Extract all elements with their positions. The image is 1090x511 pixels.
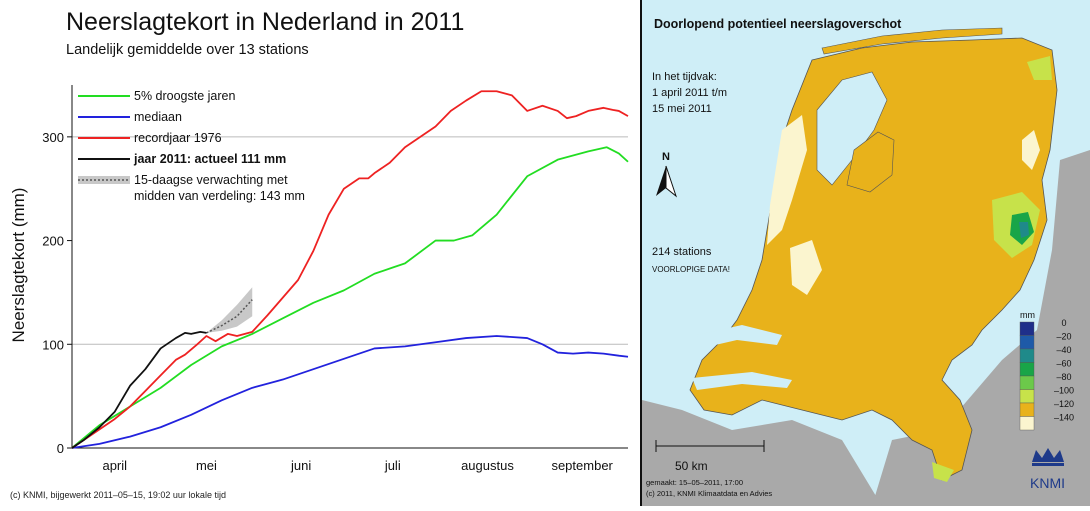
scale-label: 50 km <box>675 459 708 473</box>
map-made: gemaakt: 15–05–2011, 17:00 <box>646 478 743 487</box>
map-legend-swatch-5 <box>1019 389 1035 404</box>
map-legend-swatch-7 <box>1019 416 1035 431</box>
map-legend-swatch-4 <box>1019 375 1035 390</box>
map-period-2: 1 april 2011 t/m <box>652 87 727 99</box>
map-copyright: (c) 2011, KNMI Klimaatdata en Advies <box>646 489 772 498</box>
y-tick-label-200: 200 <box>42 234 64 249</box>
green-zone-east-peak <box>1019 222 1029 238</box>
map-legend-swatch-6 <box>1019 402 1035 417</box>
forecast-band <box>206 287 253 333</box>
map-period-1: In het tijdvak: <box>652 71 717 83</box>
month-label-september: september <box>551 458 613 473</box>
month-label-augustus: augustus <box>461 458 514 473</box>
legend-label-4: 15-daagse verwachting met <box>134 173 288 187</box>
green-zone-north <box>1027 56 1052 80</box>
series-line-2 <box>71 90 629 449</box>
month-label-april: april <box>102 458 127 473</box>
map-legend-swatch-3 <box>1019 362 1035 377</box>
north-label: N <box>662 151 670 163</box>
series-line-3 <box>71 330 207 449</box>
footer-note: (c) KNMI, bijgewerkt 2011–05–15, 19:02 u… <box>10 490 226 500</box>
y-axis-label: Neerslagtekort (mm) <box>9 188 28 343</box>
legend-label-2: recordjaar 1976 <box>134 131 222 145</box>
precipitation-map: Doorlopend potentieel neerslagoverschot … <box>642 17 1090 506</box>
ijsselmeer <box>816 71 888 186</box>
chart-subtitle: Landelijk gemiddelde over 13 stations <box>66 42 309 58</box>
drought-chart: Neerslagtekort in Nederland in 2011 Land… <box>9 8 629 473</box>
map-panel: Doorlopend potentieel neerslagoverschot … <box>640 0 1090 506</box>
y-tick-label-300: 300 <box>42 130 64 145</box>
green-zone-south <box>932 462 954 482</box>
pale-zone-south <box>790 240 822 295</box>
map-legend-label-3: –60 <box>1056 359 1071 369</box>
map-legend-label-6: –120 <box>1054 399 1074 409</box>
legend-label-1: mediaan <box>134 110 182 124</box>
knmi-logo: KNMI <box>1030 475 1065 491</box>
y-tick-label-100: 100 <box>42 337 64 352</box>
map-legend-label-5: –100 <box>1054 386 1074 396</box>
y-tick-label-0: 0 <box>57 441 64 456</box>
legend-label-0: 5% droogste jaren <box>134 89 236 103</box>
pale-zone-east <box>1022 130 1040 170</box>
series-line-1 <box>71 335 629 449</box>
map-legend-swatch-0 <box>1019 321 1035 336</box>
north-arrow-icon <box>656 165 678 198</box>
month-label-juli: juli <box>384 458 401 473</box>
map-period-3: 15 mei 2011 <box>652 103 712 115</box>
zeeland-water-2 <box>692 372 792 390</box>
wadden-islands <box>821 27 1003 55</box>
chart-panel: Neerslagtekort in Nederland in 2011 Land… <box>9 8 629 500</box>
zeeland-water <box>697 325 782 348</box>
map-legend-unit: mm <box>1020 310 1035 320</box>
map-legend: mm 0 –20 –40 –60 –80 –100 –120 –140 <box>1019 310 1074 431</box>
scale-bar <box>655 440 765 452</box>
legend-label-4-line2: midden van verdeling: 143 mm <box>134 189 305 203</box>
station-count: 214 stations <box>652 246 712 258</box>
map-legend-swatch-2 <box>1019 348 1035 363</box>
neighbour-land <box>872 150 1090 506</box>
belgium-land <box>642 400 882 506</box>
map-legend-label-1: –20 <box>1056 332 1071 342</box>
knmi-crown-icon <box>1032 448 1064 466</box>
month-label-juni: juni <box>290 458 311 473</box>
map-legend-label-4: –80 <box>1056 372 1071 382</box>
map-legend-label-0: 0 <box>1061 318 1066 328</box>
map-legend-swatch-1 <box>1019 335 1035 350</box>
chart-legend: 5% droogste jaren mediaan recordjaar 1976 j… <box>78 89 305 203</box>
map-legend-label-7: –140 <box>1054 413 1074 423</box>
preliminary-note: VOORLOPIGE DATA! <box>652 265 730 274</box>
flevoland <box>846 131 895 193</box>
coastal-dune-zone <box>767 115 807 245</box>
month-label-mei: mei <box>196 458 217 473</box>
legend-label-3: jaar 2011: actueel 111 mm <box>133 152 286 166</box>
series-line-0 <box>71 146 629 449</box>
map-title: Doorlopend potentieel neerslagoverschot <box>654 17 902 31</box>
map-legend-label-2: –40 <box>1056 345 1071 355</box>
forecast-median <box>206 299 253 334</box>
chart-title: Neerslagtekort in Nederland in 2011 <box>66 8 464 36</box>
